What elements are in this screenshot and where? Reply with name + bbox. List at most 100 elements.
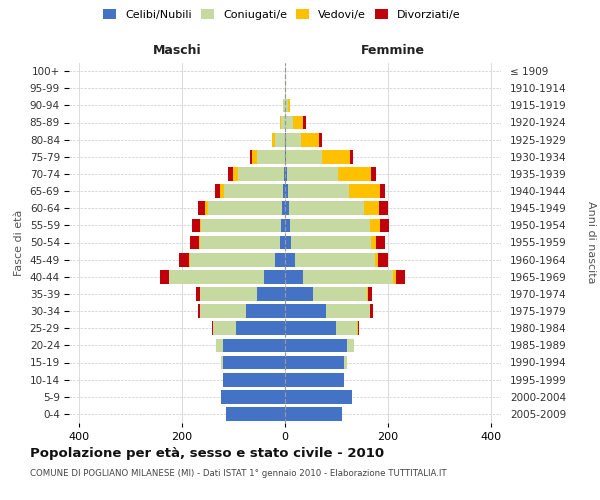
Bar xyxy=(285,98,287,112)
Bar xyxy=(190,253,275,266)
Bar xyxy=(301,133,319,146)
Legend: Celibi/Nubili, Coniugati/e, Vedovi/e, Divorziati/e: Celibi/Nubili, Coniugati/e, Vedovi/e, Di… xyxy=(100,6,464,23)
Y-axis label: Anni di nascita: Anni di nascita xyxy=(586,201,596,284)
Bar xyxy=(287,98,290,112)
Bar xyxy=(224,184,283,198)
Bar xyxy=(285,287,313,301)
Bar xyxy=(192,218,200,232)
Bar xyxy=(380,218,389,232)
Bar xyxy=(226,407,285,421)
Bar xyxy=(285,167,287,181)
Bar xyxy=(221,356,223,370)
Bar xyxy=(284,167,285,181)
Bar xyxy=(257,150,285,164)
Bar xyxy=(213,322,236,335)
Bar xyxy=(281,116,285,130)
Bar xyxy=(221,390,285,404)
Bar xyxy=(285,322,337,335)
Bar xyxy=(303,270,393,283)
Text: COMUNE DI POGLIANO MILANESE (MI) - Dati ISTAT 1° gennaio 2010 - Elaborazione TUT: COMUNE DI POGLIANO MILANESE (MI) - Dati … xyxy=(30,469,446,478)
Bar xyxy=(275,133,285,146)
Bar xyxy=(286,150,322,164)
Bar xyxy=(287,167,338,181)
Bar xyxy=(313,287,367,301)
Bar xyxy=(223,338,285,352)
Bar xyxy=(326,304,370,318)
Bar xyxy=(285,202,289,215)
Bar xyxy=(368,287,373,301)
Bar xyxy=(197,202,205,215)
Bar xyxy=(285,338,347,352)
Bar xyxy=(257,287,285,301)
Bar xyxy=(395,270,405,283)
Bar xyxy=(265,270,285,283)
Bar xyxy=(364,202,379,215)
Bar xyxy=(285,356,344,370)
Bar xyxy=(350,150,353,164)
Bar xyxy=(371,236,376,250)
Bar xyxy=(285,253,295,266)
Bar xyxy=(295,253,375,266)
Bar xyxy=(367,287,368,301)
Bar xyxy=(197,304,200,318)
Bar xyxy=(377,253,388,266)
Bar xyxy=(283,98,285,112)
Bar xyxy=(205,202,208,215)
Bar xyxy=(215,338,223,352)
Bar xyxy=(285,184,287,198)
Bar xyxy=(291,236,371,250)
Bar xyxy=(281,218,285,232)
Bar xyxy=(215,184,220,198)
Bar xyxy=(200,236,280,250)
Bar xyxy=(303,116,305,130)
Bar xyxy=(238,167,284,181)
Bar xyxy=(201,218,281,232)
Bar xyxy=(233,167,238,181)
Bar xyxy=(280,236,285,250)
Bar xyxy=(347,338,355,352)
Bar xyxy=(285,373,344,386)
Bar xyxy=(322,150,350,164)
Bar xyxy=(285,407,341,421)
Bar xyxy=(283,202,285,215)
Bar xyxy=(250,150,251,164)
Bar xyxy=(236,322,285,335)
Bar xyxy=(285,304,326,318)
Bar xyxy=(290,218,370,232)
Bar xyxy=(200,218,201,232)
Bar xyxy=(280,116,281,130)
Bar xyxy=(358,322,359,335)
Bar xyxy=(285,150,286,164)
Bar xyxy=(220,184,224,198)
Bar xyxy=(338,167,371,181)
Bar xyxy=(375,253,377,266)
Bar xyxy=(370,218,380,232)
Bar xyxy=(247,304,285,318)
Bar xyxy=(286,133,301,146)
Bar xyxy=(283,184,285,198)
Bar xyxy=(160,270,169,283)
Bar xyxy=(190,236,199,250)
Bar xyxy=(380,184,385,198)
Bar xyxy=(223,373,285,386)
Bar xyxy=(275,253,285,266)
Bar xyxy=(285,133,286,146)
Bar xyxy=(285,390,352,404)
Bar xyxy=(169,270,265,283)
Text: Maschi: Maschi xyxy=(152,44,202,57)
Bar xyxy=(179,253,190,266)
Text: Femmine: Femmine xyxy=(361,44,425,57)
Bar xyxy=(212,322,213,335)
Bar xyxy=(223,356,285,370)
Bar xyxy=(379,202,388,215)
Bar xyxy=(344,356,347,370)
Bar xyxy=(285,218,290,232)
Bar xyxy=(200,304,247,318)
Bar xyxy=(370,304,373,318)
Bar xyxy=(287,184,349,198)
Bar xyxy=(272,133,275,146)
Y-axis label: Fasce di età: Fasce di età xyxy=(14,210,24,276)
Bar xyxy=(337,322,357,335)
Bar xyxy=(285,236,291,250)
Bar xyxy=(349,184,380,198)
